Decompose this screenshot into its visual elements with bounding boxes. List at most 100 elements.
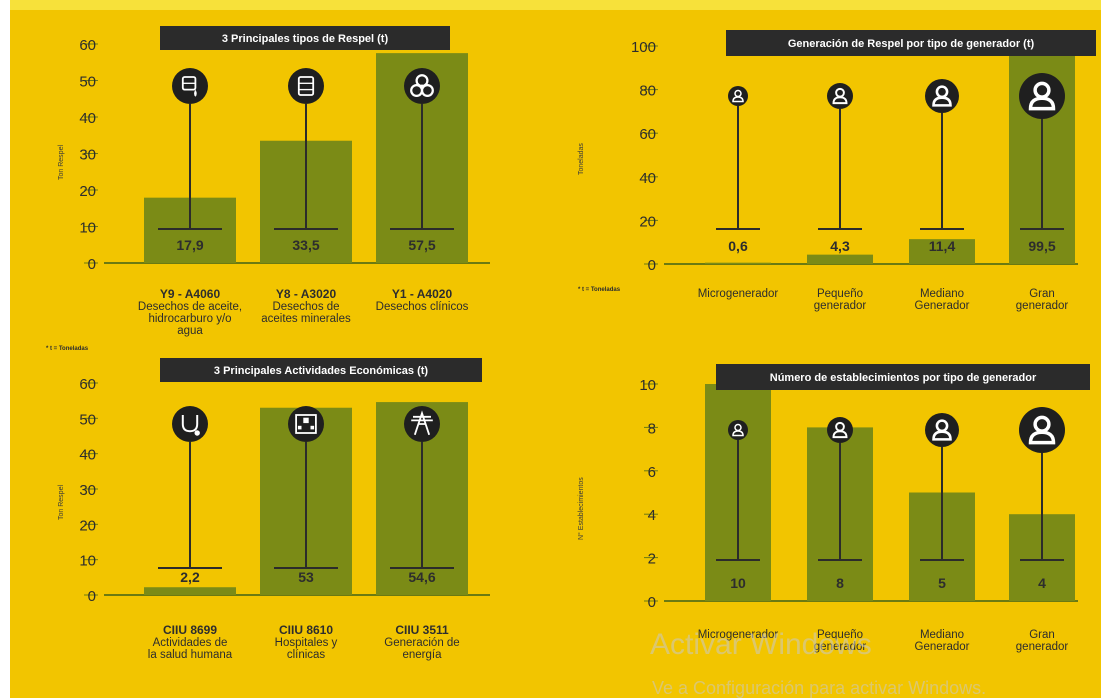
chemical-barrel-icon — [297, 76, 315, 96]
data-label: 99,5 — [1028, 238, 1055, 254]
y-tick-label: 50 — [79, 74, 96, 91]
chart-title-box — [726, 30, 1096, 56]
category-label: Desechos de aceite, — [138, 301, 242, 313]
chart-respel-types: Ton Respel 0 10 20 30 40 50 60 17,9 Y9 - A4060 De… — [10, 0, 530, 352]
icon-badge — [172, 406, 208, 442]
bar — [909, 239, 975, 264]
data-label: 2,2 — [180, 569, 200, 585]
category-label: Microgenerador — [698, 288, 779, 300]
y-tick-label: 40 — [79, 447, 96, 464]
y-tick-label: 40 — [79, 110, 96, 127]
category-label: generador — [814, 300, 867, 312]
data-label: 10 — [730, 575, 746, 591]
bar — [807, 254, 873, 264]
category-label: Generador — [915, 641, 970, 653]
person-icon — [932, 85, 952, 107]
y-tick-label: 40 — [639, 170, 656, 187]
category-label: Mediano — [920, 629, 964, 641]
category-label: Generador — [915, 300, 970, 312]
y-axis: 0 10 20 30 40 50 60 — [79, 37, 98, 273]
category-label: Generación de — [384, 637, 459, 649]
category-label: aceites minerales — [261, 313, 351, 325]
y-tick-label: 10 — [79, 553, 96, 570]
category-code: CIIU 3511 — [395, 623, 449, 637]
icon-badge — [288, 406, 324, 442]
category-label: Hospitales y — [275, 637, 338, 649]
chart-svg: 0204060801000,6Microgenerador4,3Pequeñog… — [631, 30, 1096, 312]
category-label: Desechos clínicos — [376, 301, 469, 313]
category-label: Pequeño — [817, 288, 863, 300]
y-tick-label: 80 — [639, 83, 656, 100]
chart-title-box — [160, 358, 482, 382]
chart-economic-activities: Ton Respel 0 10 20 30 40 50 60 2,2 CIIU 8699 Acti… — [10, 350, 530, 698]
data-label: 5 — [938, 575, 946, 591]
chart-title: 3 Principales tipos de Respel (t) — [222, 33, 389, 45]
y-tick-label: 0 — [648, 257, 656, 274]
person-icon — [732, 423, 744, 437]
category-code: CIIU 8610 — [279, 623, 333, 637]
category-label: Microgenerador — [698, 629, 779, 641]
power-tower-icon — [411, 410, 433, 436]
y-tick-label: 60 — [79, 37, 96, 54]
y-tick-label: 20 — [79, 517, 96, 534]
windows-activation-watermark: Activar Windows — [650, 628, 872, 661]
y-tick-label: 60 — [79, 376, 96, 393]
chart-respel-by-generator: Toneladas 0 20 40 60 80 100 0,6 Microgenerador 4… — [558, 0, 1101, 350]
category-label: clínicas — [287, 649, 326, 661]
y-tick-label: 60 — [639, 126, 656, 143]
chart-title: Número de establecimientos por tipo de g… — [770, 372, 1037, 384]
data-label: 0,6 — [728, 238, 748, 254]
data-label: 17,9 — [176, 237, 203, 253]
y-tick-label: 10 — [639, 377, 656, 394]
category-label: generador — [814, 641, 867, 653]
category-label: Gran — [1029, 288, 1055, 300]
person-icon — [932, 419, 952, 441]
data-label: 4,3 — [830, 238, 850, 254]
category-code: CIIU 8699 — [163, 623, 217, 637]
category-code: Y1 - A4020 — [392, 287, 453, 301]
data-label: 8 — [836, 575, 844, 591]
hospital-icon — [295, 414, 317, 434]
y-tick-label: 0 — [88, 588, 96, 605]
person-icon — [732, 89, 744, 103]
y-tick-label: 100 — [631, 39, 656, 56]
person-icon — [832, 87, 848, 105]
biohazard-icon — [410, 74, 434, 98]
icon-badge — [288, 68, 324, 104]
chart-title-box — [160, 26, 450, 50]
category-label: Desechos de — [272, 301, 339, 313]
infographic-frame: Ton Respel 0 10 20 30 40 50 60 17,9 Y9 - A4060 De… — [10, 0, 1101, 698]
y-tick-label: 30 — [79, 482, 96, 499]
chart-svg: 024681010Microgenerador8Pequeñogenerador… — [639, 364, 1090, 653]
category-label: generador — [1016, 300, 1069, 312]
data-label: 4 — [1038, 575, 1046, 591]
person-icon — [832, 421, 848, 439]
chart-establishments-by-generator: N° Establecimientos 0 2 4 6 8 10 10 Microgenera… — [558, 350, 1101, 698]
chart-title-box — [716, 364, 1090, 390]
windows-activation-subtext: Ve a Configuración para activar Windows. — [652, 678, 987, 698]
footnote: * t = Toneladas — [46, 346, 89, 352]
y-axis: 0 2 4 6 8 10 — [639, 377, 658, 611]
data-label: 11,4 — [929, 238, 956, 254]
category-label: energía — [402, 649, 442, 661]
y-tick-label: 10 — [79, 220, 96, 237]
bar — [705, 262, 771, 264]
chart-title: 3 Principales Actividades Económicas (t) — [214, 365, 429, 377]
y-tick-label: 0 — [648, 594, 656, 611]
top-accent-bar — [10, 0, 1101, 10]
y-axis: 0 10 20 30 40 50 60 — [79, 376, 98, 605]
chart-title: Generación de Respel por tipo de generad… — [788, 38, 1035, 50]
stethoscope-icon — [181, 414, 200, 436]
data-label: 54,6 — [408, 569, 435, 585]
category-code: Y9 - A4060 — [160, 287, 221, 301]
y-axis: 0 20 40 60 80 100 — [631, 39, 658, 274]
category-label: la salud humana — [148, 649, 233, 661]
y-tick-label: 0 — [88, 256, 96, 273]
data-label: 53 — [298, 569, 314, 585]
category-label: generador — [1016, 641, 1069, 653]
y-tick-label: 8 — [648, 420, 656, 437]
oil-drum-icon — [181, 76, 197, 97]
y-tick-label: 4 — [648, 507, 656, 524]
